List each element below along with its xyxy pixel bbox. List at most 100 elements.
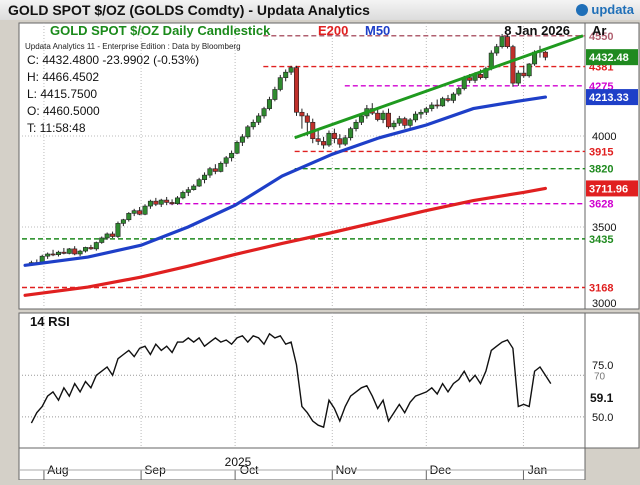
ma-legend: M50 bbox=[365, 23, 390, 38]
level-tag-bg bbox=[586, 161, 638, 176]
candle-body bbox=[180, 192, 186, 199]
chart-area[interactable]: 3000 3500 4000 4550 4381 4275 3915 3820 3628 343… bbox=[0, 20, 640, 481]
candle-body bbox=[153, 200, 159, 205]
price-tick-label: 4000 bbox=[592, 131, 616, 143]
candle-body bbox=[104, 233, 110, 239]
updata-logo: updata bbox=[576, 2, 634, 17]
price-tag-label: 3711.96 bbox=[589, 183, 628, 195]
candle-body bbox=[348, 128, 354, 139]
level-tag-label: 3435 bbox=[589, 234, 613, 246]
price-tags: 4432.48 4213.33 3711.96 bbox=[586, 49, 638, 197]
candle-body bbox=[494, 46, 500, 54]
candle-body bbox=[223, 157, 229, 164]
candle-body bbox=[234, 142, 240, 154]
candle-body bbox=[93, 242, 99, 250]
trendline bbox=[294, 34, 584, 140]
candle-body bbox=[99, 237, 105, 243]
candle-body bbox=[326, 132, 332, 146]
candle-body bbox=[115, 223, 121, 237]
indicator-lines bbox=[23, 34, 584, 297]
candle-body bbox=[505, 36, 511, 47]
ohlc-high: H: 4466.4502 bbox=[27, 70, 99, 84]
rsi-tick-label: 50.0 bbox=[592, 412, 613, 424]
candle-body bbox=[61, 251, 67, 254]
candle-body bbox=[45, 253, 51, 257]
ema200-line bbox=[23, 186, 548, 297]
window-titlebar: GOLD SPOT $/OZ (GOLDS Comdty) - Updata A… bbox=[0, 0, 640, 21]
candle-body bbox=[521, 72, 527, 77]
candle-body bbox=[50, 253, 56, 256]
level-tag-label: 3915 bbox=[589, 146, 613, 158]
candle-body bbox=[250, 121, 256, 128]
window-title: GOLD SPOT $/OZ (GOLDS Comdty) - Updata A… bbox=[8, 2, 370, 18]
axis-corner-label: Ar bbox=[592, 23, 606, 38]
candle-body bbox=[450, 93, 456, 101]
candle-body bbox=[510, 46, 516, 84]
candle-body bbox=[315, 138, 321, 142]
candle-body bbox=[385, 112, 391, 128]
ohlc-close: C: 4432.4800 -23.9902 (-0.53%) bbox=[27, 53, 199, 67]
candle-body bbox=[185, 189, 191, 193]
candle-body bbox=[277, 77, 283, 90]
candle-body bbox=[467, 77, 473, 81]
ohlc-open: O: 4460.5000 bbox=[27, 104, 100, 118]
level-tag-label: 3820 bbox=[589, 164, 613, 176]
candle-body bbox=[331, 132, 337, 139]
level-tag: 4550 bbox=[586, 28, 638, 43]
candle-body bbox=[77, 250, 83, 255]
level-tag-bg bbox=[586, 196, 638, 211]
candle-body bbox=[526, 63, 532, 77]
candle-body bbox=[342, 137, 348, 145]
candle-body bbox=[72, 248, 78, 255]
candle-body bbox=[266, 99, 272, 109]
candle-body bbox=[304, 115, 310, 123]
candle-body bbox=[429, 104, 435, 109]
updata-logo-icon bbox=[576, 4, 589, 16]
price-tag: 4432.48 bbox=[586, 49, 638, 66]
candle-body bbox=[66, 248, 72, 254]
candle-body bbox=[294, 67, 300, 113]
chart-title: GOLD SPOT $/OZ Daily Candlestick bbox=[50, 23, 271, 38]
price-tag-bg bbox=[586, 49, 638, 66]
level-tag: 3168 bbox=[586, 280, 638, 295]
level-tag: 3820 bbox=[586, 161, 638, 176]
price-tag-label: 4432.48 bbox=[589, 52, 629, 64]
candle-body bbox=[391, 122, 397, 128]
candle-body bbox=[174, 197, 180, 205]
chart-date: 8 Jan 2026 bbox=[504, 23, 570, 38]
level-tag-bg bbox=[586, 280, 638, 295]
level-tag: 3915 bbox=[586, 144, 638, 159]
rsi-value-tag: 59.1 bbox=[590, 391, 614, 405]
candle-body bbox=[272, 89, 278, 100]
candle-body bbox=[337, 138, 343, 145]
ohlc-time: T: 11:58:48 bbox=[27, 121, 86, 135]
rsi-title: 14 RSI bbox=[30, 314, 70, 329]
candle-body bbox=[191, 185, 197, 190]
candle-body bbox=[477, 74, 483, 78]
updata-logo-text: updata bbox=[591, 2, 634, 17]
ema-legend: E200 bbox=[318, 23, 348, 38]
level-tag-label: 3168 bbox=[589, 283, 613, 295]
candle-body bbox=[402, 118, 408, 126]
candle-body bbox=[245, 126, 251, 138]
rsi-panel[interactable] bbox=[18, 312, 586, 449]
candle-body bbox=[137, 210, 143, 215]
level-tag-bg bbox=[586, 231, 638, 246]
rsi-tick-label: 75.0 bbox=[592, 360, 613, 372]
rsi-chart: 50.0 75.070 59.1 bbox=[22, 332, 638, 429]
level-tag-label: 4550 bbox=[589, 31, 613, 43]
candle-body bbox=[375, 112, 381, 120]
price-tag: 4213.33 bbox=[586, 89, 638, 106]
candle-body bbox=[212, 168, 218, 172]
level-tag-bg bbox=[586, 144, 638, 159]
candle-body bbox=[88, 247, 94, 250]
year-label: 2025 bbox=[225, 455, 252, 469]
candle-body bbox=[218, 162, 224, 172]
level-tag: 3628 bbox=[586, 196, 638, 211]
ohlc-low: L: 4415.7500 bbox=[27, 87, 97, 101]
level-tag-label: 3628 bbox=[589, 199, 613, 211]
candle-body bbox=[445, 98, 451, 101]
candle-body bbox=[321, 141, 327, 146]
rsi-line bbox=[30, 332, 552, 429]
